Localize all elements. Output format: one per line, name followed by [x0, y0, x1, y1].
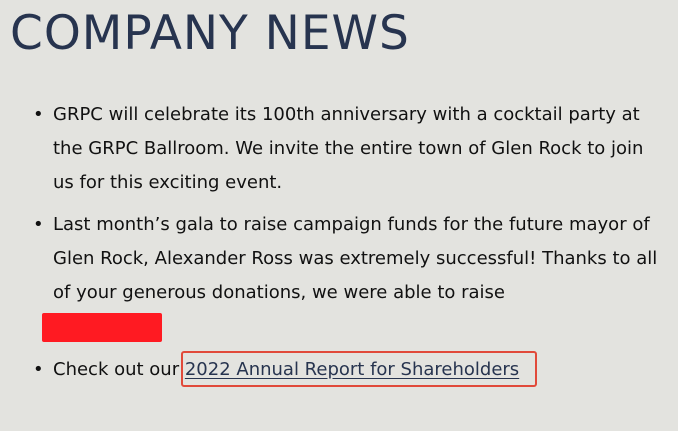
report-intro-text: Check out our — [53, 359, 180, 380]
annual-report-link[interactable]: 2022 Annual Report for Shareholders — [180, 351, 537, 387]
list-item: • Last month’s gala to raise campaign fu… — [0, 208, 678, 342]
news-list: • GRPC will celebrate its 100th annivers… — [0, 98, 678, 395]
page-title: COMPANY NEWS — [10, 6, 410, 61]
annual-report-link-label[interactable]: 2022 Annual Report for Shareholders — [184, 359, 520, 380]
list-item: • GRPC will celebrate its 100th annivers… — [0, 98, 678, 200]
news-item-text: Last month’s gala to raise campaign fund… — [53, 214, 658, 303]
bullet: • — [33, 359, 44, 380]
list-item: • Check out our 2022 Annual Report for S… — [0, 351, 678, 387]
bullet: • — [33, 104, 44, 125]
bullet: • — [33, 214, 44, 235]
news-item-text: GRPC will celebrate its 100th anniversar… — [53, 104, 644, 193]
redacted-amount — [42, 313, 162, 342]
news-item-text: Check out our 2022 Annual Report for Sha… — [53, 351, 658, 387]
